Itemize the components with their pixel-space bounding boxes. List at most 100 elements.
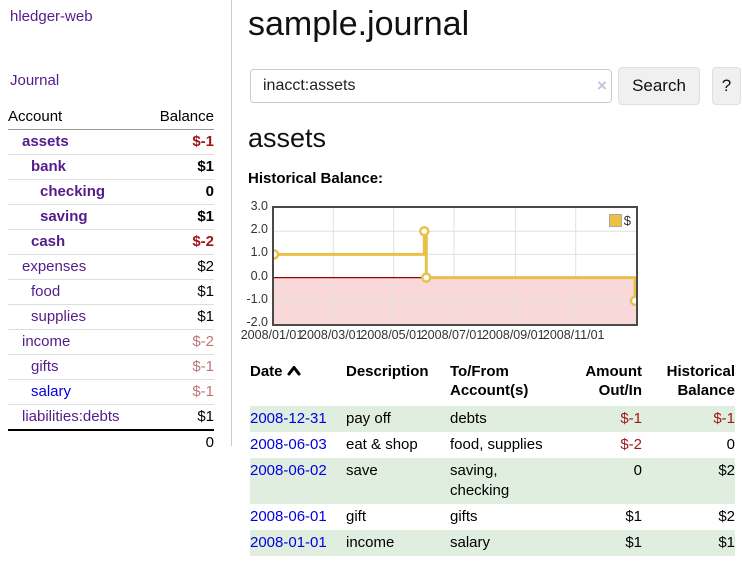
- register-table: Date Description To/From Account(s) Amou…: [250, 360, 735, 556]
- account-row: saving $1: [8, 204, 214, 230]
- transaction-balance: $2: [718, 508, 735, 525]
- account-link-assets[interactable]: assets: [22, 133, 69, 150]
- account-link-supplies[interactable]: supplies: [31, 308, 87, 325]
- sidebar-item-journal[interactable]: Journal: [10, 72, 60, 89]
- account-row: income $-2: [8, 329, 214, 355]
- account-link-expenses[interactable]: expenses: [22, 258, 87, 275]
- account-row: expenses $2: [8, 254, 214, 280]
- transaction-description: gift: [346, 508, 367, 525]
- account-link-food[interactable]: food: [31, 283, 61, 300]
- x-tick: 2008/03/01: [300, 328, 363, 342]
- y-tick: 1.0: [250, 245, 268, 259]
- accounts-total-value: 0: [146, 429, 214, 455]
- transaction-description: pay off: [346, 410, 391, 427]
- account-row: gifts $-1: [8, 354, 214, 380]
- account-balance: $-2: [146, 329, 214, 355]
- account-balance: $-2: [146, 229, 214, 255]
- x-tick: 2008/11/01: [542, 328, 605, 342]
- y-tick: 2.0: [250, 222, 268, 236]
- transaction-balance: 0: [726, 436, 735, 453]
- chart-canvas: [268, 208, 641, 324]
- transaction-amount: $1: [625, 508, 642, 525]
- transaction-amount: 0: [633, 462, 642, 479]
- account-row: assets $-1: [8, 130, 214, 155]
- account-link-gifts[interactable]: gifts: [31, 358, 59, 375]
- account-link-income[interactable]: income: [22, 333, 71, 350]
- chart-legend: $: [608, 213, 631, 228]
- legend-swatch-icon: [608, 214, 622, 227]
- col-accounts: To/From Account(s): [450, 363, 529, 399]
- account-balance: 0: [146, 179, 214, 205]
- register-row: 2008-06-03 eat & shop food, supplies $-2…: [250, 432, 735, 458]
- transaction-date-link[interactable]: 2008-12-31: [250, 410, 327, 427]
- account-balance: $1: [146, 404, 214, 430]
- account-link-salary[interactable]: salary: [31, 383, 72, 400]
- account-link-bank[interactable]: bank: [31, 158, 67, 175]
- register-row: 2008-06-01 gift gifts $1 $2: [250, 504, 735, 530]
- x-tick: 2008/05/01: [360, 328, 423, 342]
- accounts-table: Account Balance assets $-1 bank $1 check…: [8, 104, 214, 455]
- account-row: salary $-1: [8, 379, 214, 405]
- transaction-accounts: debts: [450, 410, 487, 427]
- register-header-row: Date Description To/From Account(s) Amou…: [250, 360, 735, 406]
- col-date-sort[interactable]: Date: [250, 360, 346, 406]
- clear-search-icon[interactable]: ×: [597, 76, 607, 95]
- accounts-header-row: Account Balance: [8, 104, 214, 130]
- legend-label: $: [623, 213, 631, 228]
- account-row: food $1: [8, 279, 214, 305]
- y-tick: -1.0: [246, 292, 268, 306]
- transaction-balance: $2: [718, 462, 735, 479]
- account-balance: $-1: [146, 354, 214, 380]
- account-row: bank $1: [8, 154, 214, 180]
- transaction-accounts: saving, checking: [450, 462, 510, 499]
- y-tick: 0.0: [250, 269, 268, 283]
- transaction-accounts: food, supplies: [450, 436, 543, 453]
- transaction-date-link[interactable]: 2008-06-01: [250, 508, 327, 525]
- transaction-description: income: [346, 534, 395, 551]
- col-date-label: Date: [250, 363, 283, 380]
- transaction-accounts: salary: [450, 534, 491, 551]
- account-link-cash[interactable]: cash: [31, 233, 66, 250]
- account-row: supplies $1: [8, 304, 214, 330]
- accounts-total-row: 0: [8, 429, 214, 455]
- search-input[interactable]: [250, 69, 612, 103]
- account-link-checking[interactable]: checking: [40, 183, 106, 200]
- register-row: 2008-12-31 pay off debts $-1 $-1: [250, 406, 735, 432]
- account-row: liabilities:debts $1: [8, 404, 214, 430]
- col-balance: Historical Balance: [666, 363, 735, 399]
- transaction-date-link[interactable]: 2008-06-03: [250, 436, 327, 453]
- help-button[interactable]: ?: [712, 67, 741, 105]
- chart-title: Historical Balance:: [248, 170, 384, 187]
- register-row: 2008-06-02 save saving, checking 0 $2: [250, 458, 735, 504]
- account-balance: $1: [146, 154, 214, 180]
- accounts-col-account: Account: [8, 104, 147, 130]
- account-row: cash $-2: [8, 229, 214, 255]
- account-balance: $1: [146, 279, 214, 305]
- transaction-balance: $1: [718, 534, 735, 551]
- account-balance: $-1: [146, 379, 214, 405]
- x-tick: 2008/09/01: [482, 328, 545, 342]
- y-tick: -2.0: [246, 315, 268, 329]
- search-button[interactable]: Search: [618, 67, 700, 105]
- transaction-amount: $1: [625, 534, 642, 551]
- account-link-liabilities-debts[interactable]: liabilities:debts: [22, 408, 120, 425]
- sidebar: hledger-web Journal Account Balance asse…: [0, 0, 232, 455]
- transaction-description: save: [346, 462, 378, 479]
- account-balance: $2: [146, 254, 214, 280]
- transaction-accounts: gifts: [450, 508, 478, 525]
- transaction-amount: $-1: [620, 410, 642, 427]
- account-row: checking 0: [8, 179, 214, 205]
- brand-link[interactable]: hledger-web: [10, 8, 93, 25]
- page-title: sample.journal: [248, 5, 470, 43]
- col-description: Description: [346, 363, 429, 380]
- chart-plot-area: $: [268, 206, 641, 326]
- account-link-saving[interactable]: saving: [40, 208, 88, 225]
- transaction-date-link[interactable]: 2008-01-01: [250, 534, 327, 551]
- accounts-col-balance: Balance: [146, 104, 214, 130]
- transaction-date-link[interactable]: 2008-06-02: [250, 462, 327, 479]
- transaction-balance: $-1: [713, 410, 735, 427]
- account-balance: $1: [146, 204, 214, 230]
- chevron-up-icon: [287, 366, 301, 376]
- x-tick: 2008/01/01: [240, 328, 304, 342]
